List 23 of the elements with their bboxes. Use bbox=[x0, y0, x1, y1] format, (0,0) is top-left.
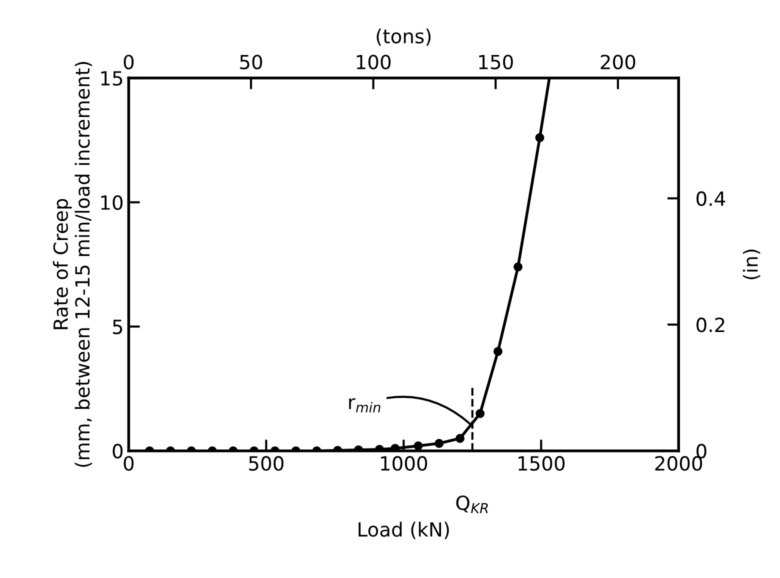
y-axis-title: Rate of Creep (mm, between 12-15 min/load increment) bbox=[52, 62, 92, 467]
y-tick-label: 0 bbox=[112, 444, 123, 459]
x2-tick-label: 50 bbox=[240, 54, 262, 70]
x-tick-label: 1000 bbox=[381, 456, 428, 471]
y-tick-label: 15 bbox=[101, 71, 122, 86]
x2-tick-label: 0 bbox=[124, 54, 134, 70]
x-tick-label: 1500 bbox=[518, 456, 565, 471]
x-axis-title: Load (kN) bbox=[358, 522, 449, 540]
ref-line-label: Q$_{KR}$ bbox=[456, 495, 488, 514]
y2-tick-label: 0.2 bbox=[696, 318, 724, 332]
y-tick-label: 10 bbox=[101, 195, 123, 210]
y2-tick-label: 0.4 bbox=[696, 191, 726, 206]
y-tick-label: 5 bbox=[112, 320, 122, 334]
y2-tick-label: 0 bbox=[696, 444, 706, 459]
annotation: r$_{min}$ bbox=[349, 398, 380, 412]
x-tick-label: 500 bbox=[249, 456, 284, 471]
x2-tick-label: 200 bbox=[600, 54, 636, 70]
x2-axis-title: (tons) bbox=[376, 28, 431, 46]
x-tick-label: 2000 bbox=[655, 456, 702, 471]
x2-tick-label: 150 bbox=[479, 54, 513, 70]
x2-tick-label: 100 bbox=[356, 54, 391, 70]
x-tick-label: 0 bbox=[124, 456, 134, 471]
y2-axis-title: (in) bbox=[742, 250, 760, 280]
